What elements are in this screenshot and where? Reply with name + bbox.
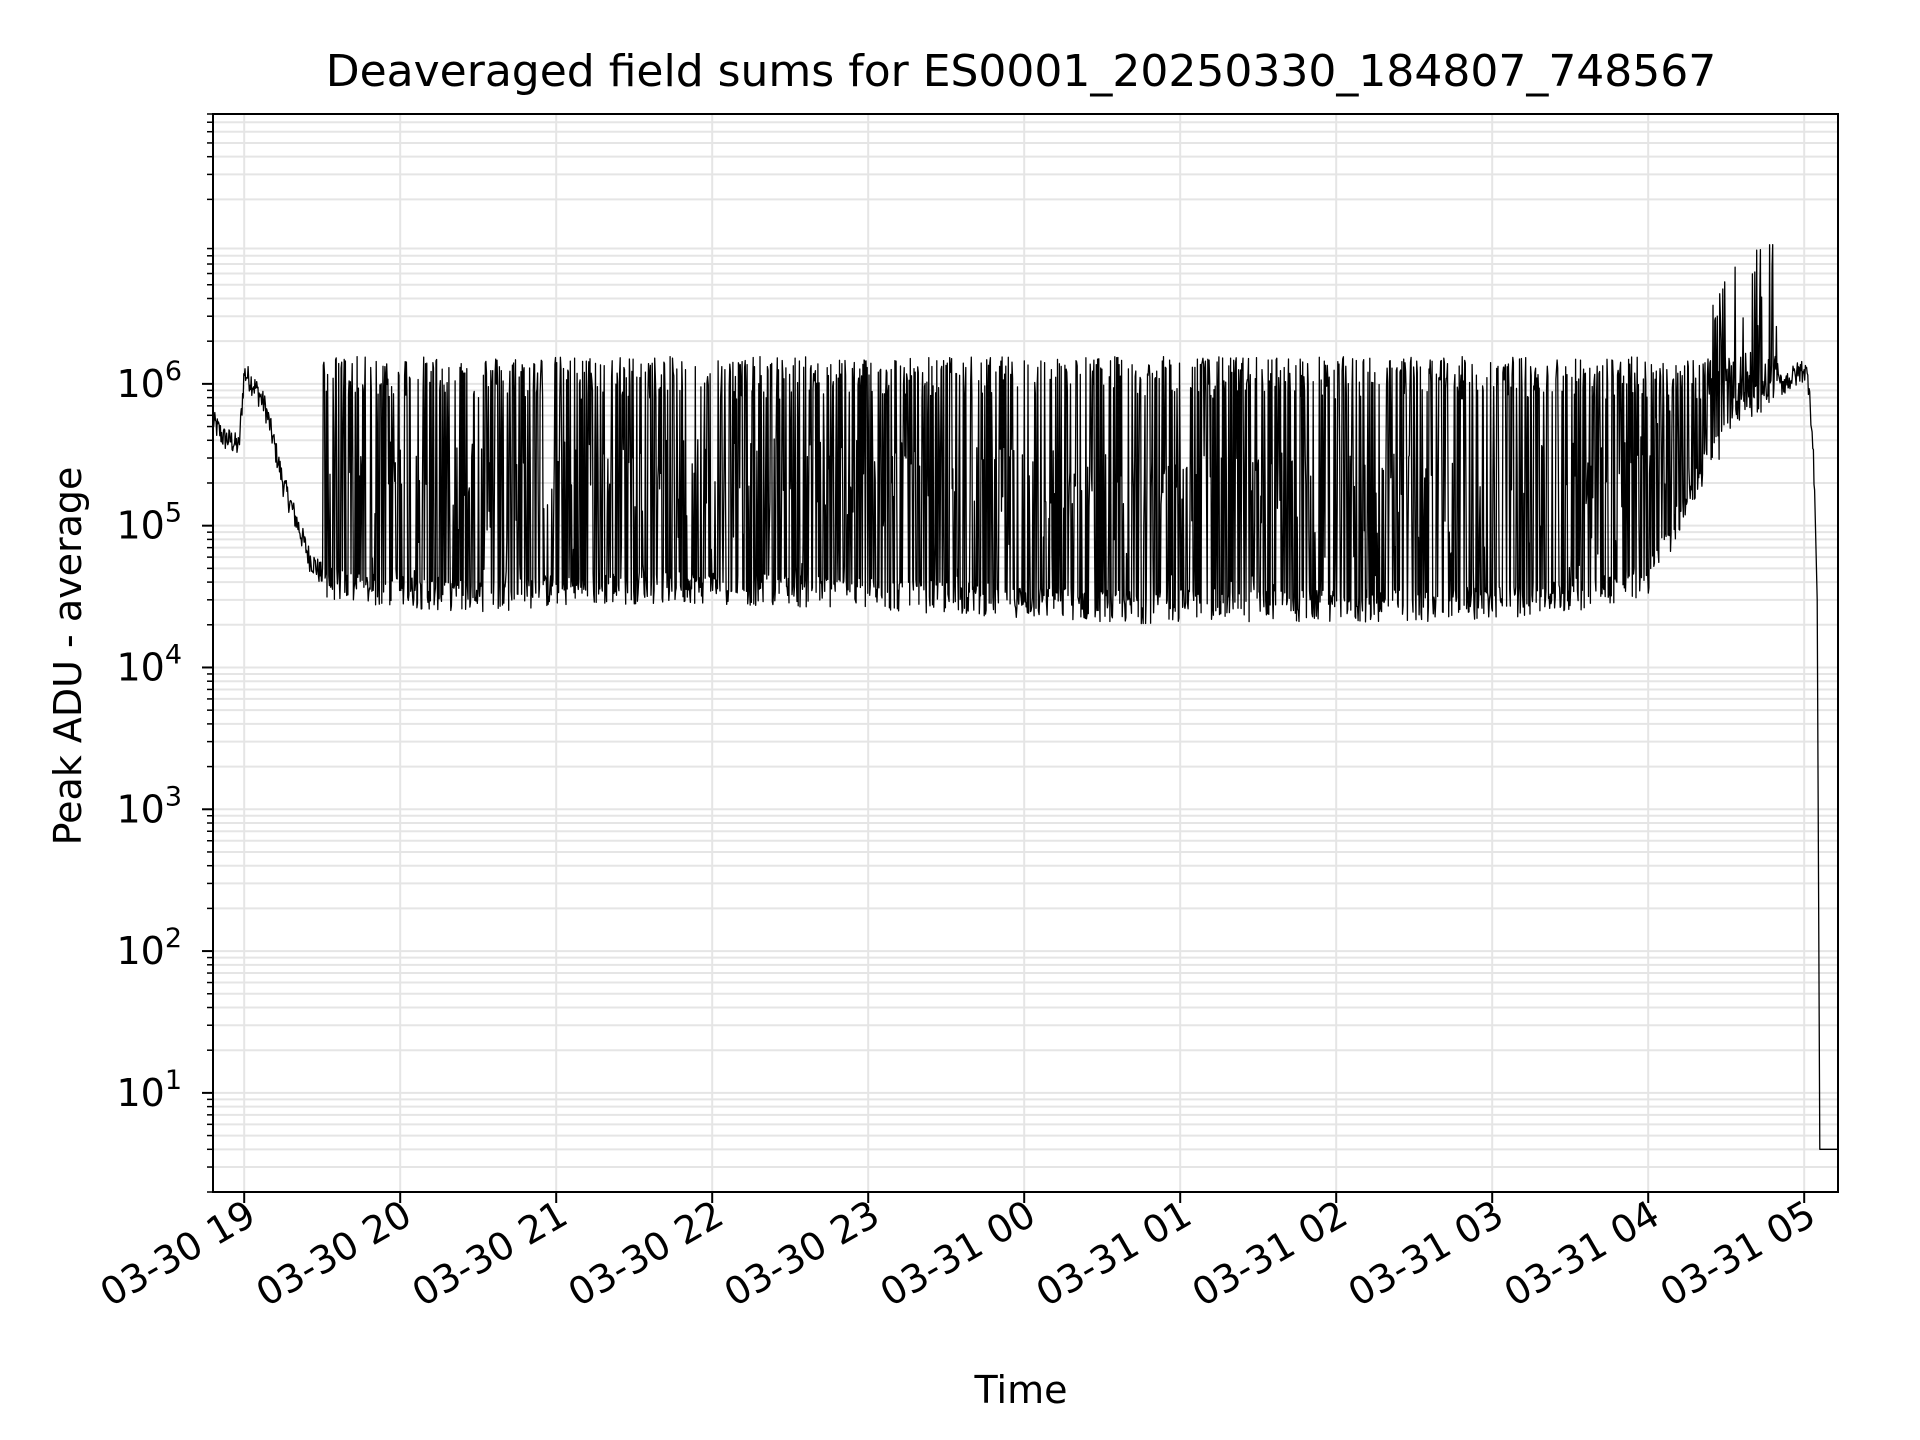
plot-area-background xyxy=(213,114,1838,1192)
y-axis-label: Peak ADU - average xyxy=(46,467,90,846)
y-tick-exponent: 5 xyxy=(165,498,182,529)
x-axis-label: Time xyxy=(974,1368,1068,1412)
series-layer xyxy=(212,244,1838,1150)
y-tick-label: 101 xyxy=(116,1065,182,1115)
y-tick-label: 105 xyxy=(116,498,182,548)
y-tick-label: 104 xyxy=(116,639,182,689)
y-tick-exponent: 6 xyxy=(165,356,182,387)
chart-title: Deaveraged field sums for ES0001_2025033… xyxy=(326,46,1717,97)
y-tick-label: 102 xyxy=(116,923,182,973)
y-tick-base: 10 xyxy=(116,787,164,831)
y-tick-exponent: 2 xyxy=(165,923,182,954)
y-tick-exponent: 1 xyxy=(165,1065,182,1096)
y-tick-base: 10 xyxy=(116,645,164,689)
y-tick-base: 10 xyxy=(116,1071,164,1115)
y-tick-exponent: 4 xyxy=(165,639,182,670)
y-tick-base: 10 xyxy=(116,504,164,548)
y-tick-base: 10 xyxy=(116,362,164,406)
y-tick-label: 103 xyxy=(116,781,182,831)
y-tick-exponent: 3 xyxy=(165,781,182,812)
y-tick-label: 106 xyxy=(116,356,182,406)
y-tick-base: 10 xyxy=(116,929,164,973)
series-line xyxy=(212,244,1838,1150)
plot-frame xyxy=(212,113,1839,1193)
